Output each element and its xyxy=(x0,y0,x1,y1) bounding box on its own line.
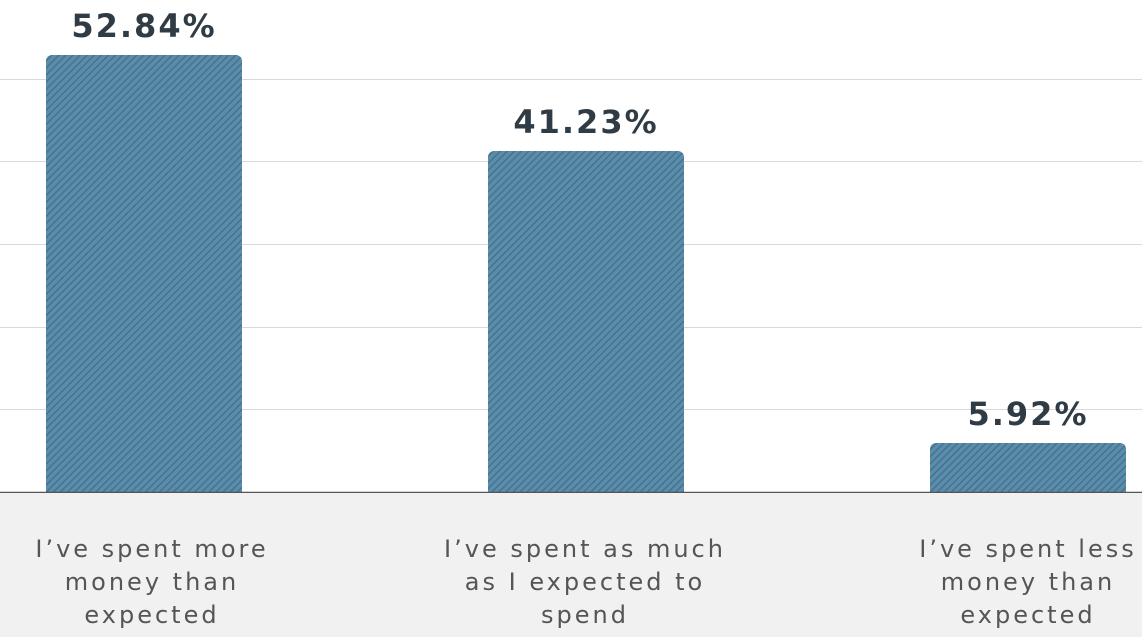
value-label-more: 52.84% xyxy=(71,7,216,45)
value-labels: 52.84% 41.23% 5.92% xyxy=(71,7,1088,433)
category-label-as-much: I’ve spent as much as I expected to spen… xyxy=(444,535,726,629)
bar-as-much xyxy=(488,151,684,498)
bars xyxy=(46,55,1126,499)
category-label-more: I’ve spent more money than expected xyxy=(35,535,269,629)
bar-less xyxy=(930,443,1126,498)
bar-more xyxy=(46,55,242,499)
value-label-as-much: 41.23% xyxy=(513,103,658,141)
category-label-less: I’ve spent less money than expected xyxy=(919,535,1137,629)
category-label-band xyxy=(0,493,1142,637)
value-label-less: 5.92% xyxy=(967,395,1088,433)
